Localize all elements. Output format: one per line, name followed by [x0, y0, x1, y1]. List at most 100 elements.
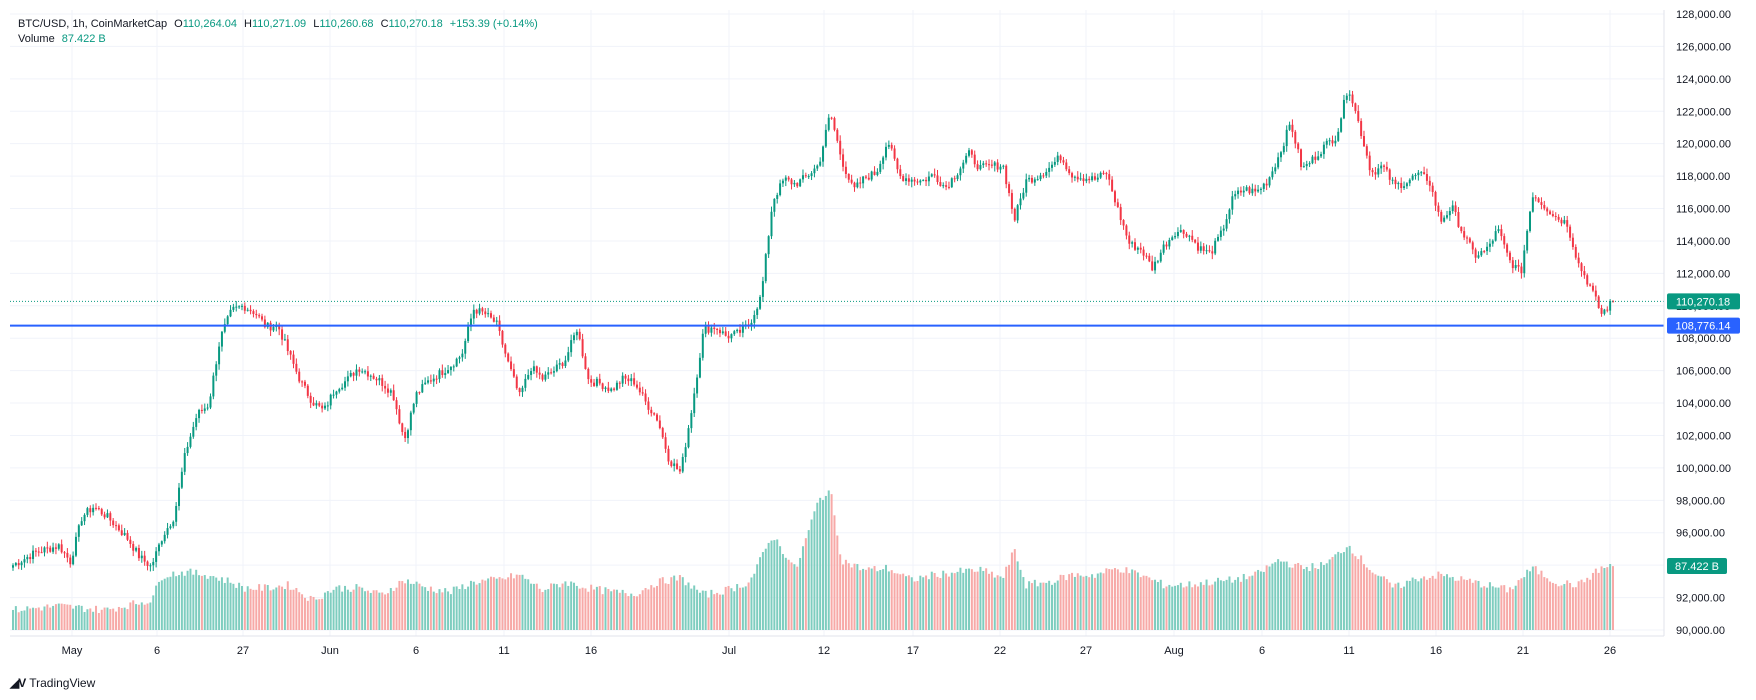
candle-body — [1488, 243, 1491, 247]
candle-body — [773, 198, 776, 212]
volume-bar — [335, 586, 338, 630]
volume-bar — [1042, 582, 1045, 630]
candle-body — [1148, 255, 1151, 262]
volume-bar — [1005, 566, 1008, 630]
volume-bar — [593, 589, 596, 630]
volume-bar — [1116, 569, 1119, 630]
volume-bar — [658, 578, 661, 630]
candle-body — [180, 471, 183, 488]
volume-bar — [232, 583, 235, 630]
candle-body — [693, 393, 696, 414]
volume-bar — [1088, 577, 1091, 630]
candle-body — [226, 316, 229, 325]
candle-body — [947, 186, 950, 188]
candle-body — [1603, 309, 1606, 314]
volume-bar — [887, 571, 890, 630]
candle-body — [1108, 174, 1111, 180]
candle-body — [1002, 165, 1005, 167]
volume-bar — [1019, 569, 1022, 630]
volume-bar — [1139, 577, 1142, 630]
candle-body — [1342, 99, 1345, 119]
time-axis[interactable]: May 6 27 Jun 6 11 16 Jul 12 17 22 27 Aug 6 11 16 21 26 — [62, 645, 1617, 657]
volume-bar — [799, 557, 802, 630]
candle-body — [836, 129, 839, 141]
candle-body — [638, 387, 641, 393]
volume-bar — [120, 607, 123, 630]
volume-bar — [1483, 586, 1486, 630]
volume-bar — [1251, 575, 1254, 630]
candle-body — [575, 331, 578, 336]
volume-bar — [1354, 556, 1357, 630]
candle-body — [1154, 261, 1157, 271]
volume-bar — [487, 578, 490, 630]
volume-bar — [95, 605, 98, 630]
candle-body — [152, 561, 155, 566]
volume-bar — [1528, 571, 1531, 630]
volume-bar — [959, 567, 962, 630]
volume-bar — [501, 578, 504, 630]
volume-bar — [100, 609, 103, 630]
volume-bar — [724, 586, 727, 630]
candle-body — [200, 409, 203, 411]
candle-body — [1523, 250, 1526, 274]
candle-body — [447, 370, 450, 374]
volume-bar — [215, 577, 218, 630]
candle-body — [223, 324, 226, 332]
volume-bar — [561, 583, 564, 630]
volume-bar — [1383, 576, 1386, 630]
volume-bar — [20, 610, 23, 630]
volume-bar — [92, 611, 95, 630]
volume-bar — [681, 577, 684, 630]
candle-body — [676, 463, 679, 470]
candle-body — [66, 552, 69, 558]
volume-bar — [807, 530, 810, 630]
volume-bar — [1285, 561, 1288, 630]
volume-label[interactable]: Volume — [18, 33, 55, 45]
candle-body — [1371, 170, 1374, 173]
volume-bar — [1308, 571, 1311, 630]
volume-bar — [1245, 579, 1248, 630]
candle-body — [1466, 237, 1469, 239]
volume-bar — [967, 568, 970, 630]
volume-bar — [401, 581, 404, 630]
candle-body — [1508, 252, 1511, 261]
volume-bar — [1612, 566, 1614, 630]
volume-bar — [103, 607, 106, 630]
tradingview-logo-icon: ◢V — [10, 676, 26, 690]
x-tick-label: Jul — [722, 645, 736, 657]
volume-bar — [255, 589, 258, 630]
volume-bar — [361, 587, 364, 630]
volume-bar — [252, 589, 255, 630]
y-tick-label: 128,000.00 — [1676, 9, 1731, 21]
candle-body — [1380, 165, 1383, 169]
tradingview-attribution[interactable]: ◢V TradingView — [10, 676, 95, 690]
candle-body — [573, 335, 576, 341]
candle-body — [684, 447, 687, 458]
candle-body — [644, 393, 647, 402]
candle-body — [721, 331, 724, 334]
volume-bar — [1523, 577, 1526, 630]
volume-bar — [1377, 575, 1380, 630]
y-tick-label: 116,000.00 — [1676, 204, 1730, 216]
volume-bar — [1259, 571, 1262, 630]
volume-bar — [60, 603, 63, 630]
price-axis[interactable]: 128,000.00 126,000.00 124,000.00 122,000.00… — [1676, 9, 1731, 637]
volume-bar — [862, 568, 865, 630]
candle-body — [979, 165, 982, 170]
x-tick-label: 6 — [1259, 645, 1265, 657]
candle-body — [770, 211, 773, 237]
candle-body — [495, 320, 498, 322]
candle-body — [146, 561, 149, 566]
volume-bar — [787, 559, 790, 630]
candle-body — [60, 544, 63, 553]
candle-body — [1546, 208, 1549, 212]
volume-bar — [83, 612, 86, 630]
volume-bar — [26, 606, 29, 630]
candle-body — [1159, 252, 1162, 262]
volume-bar — [947, 576, 950, 630]
candle-body — [1042, 175, 1045, 177]
symbol-title[interactable]: BTC/USD, 1h, CoinMarketCap — [18, 18, 168, 30]
volume-bar — [1391, 587, 1394, 630]
volume-bar — [1053, 582, 1056, 630]
